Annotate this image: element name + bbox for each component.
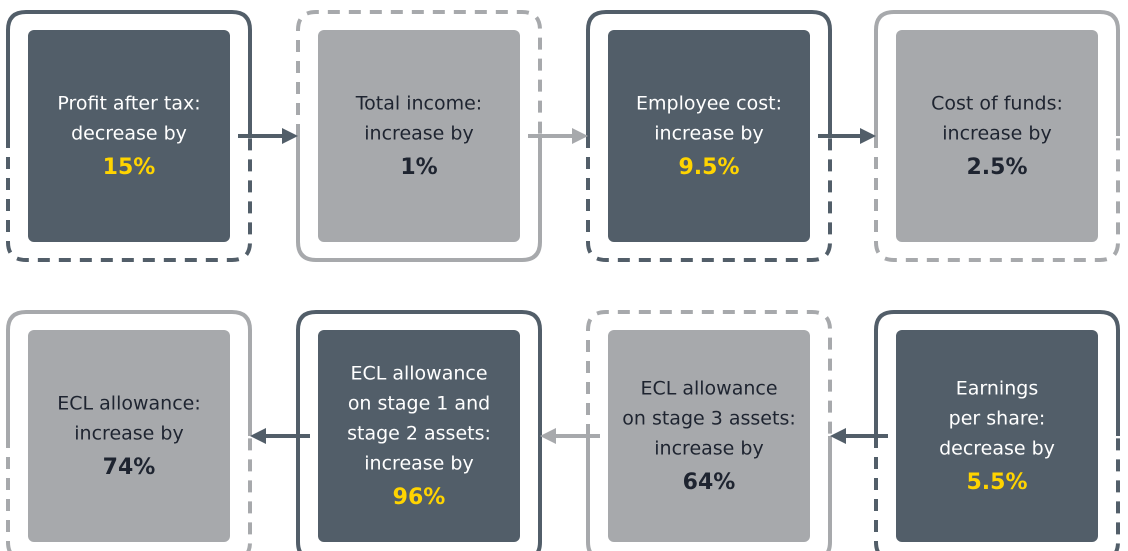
frame-top: [586, 10, 832, 136]
card: ECL allowance: increase by 74%: [6, 310, 252, 551]
frame-top: [874, 310, 1120, 436]
frame-top: [586, 310, 832, 436]
card-label: ECL allowance: [350, 363, 487, 385]
card-value: 1%: [400, 155, 437, 180]
frame-top: [6, 10, 252, 136]
card-label: per share:: [949, 408, 1046, 430]
card-value: 9.5%: [678, 155, 739, 180]
card-label: increase by: [654, 123, 763, 145]
card-label: stage 2 assets:: [347, 423, 491, 445]
frame-bottom: [296, 136, 542, 262]
card-box: [28, 330, 230, 542]
card-label: increase by: [364, 123, 473, 145]
frame-bottom: [296, 436, 542, 551]
card: Employee cost: increase by 9.5%: [586, 10, 832, 262]
card-label: Profit after tax:: [57, 93, 200, 115]
card-label: Earnings: [956, 378, 1038, 400]
card-box: [896, 330, 1098, 542]
card: ECL allowance on stage 1 and stage 2 asset…: [296, 310, 542, 551]
card-box: [896, 30, 1098, 242]
card-label: on stage 3 assets:: [622, 408, 796, 430]
frame-bottom: [6, 436, 252, 551]
card-box: [608, 30, 810, 242]
card-label: decrease by: [939, 438, 1055, 460]
card: ECL allowance on stage 3 assets: increase …: [586, 310, 832, 551]
card: Cost of funds: increase by 2.5%: [874, 10, 1120, 262]
frame-top: [6, 310, 252, 436]
card-label: on stage 1 and: [348, 393, 490, 415]
card-label: decrease by: [71, 123, 187, 145]
card-label: ECL allowance:: [57, 393, 200, 415]
card-box: [318, 30, 520, 242]
card-value: 64%: [683, 470, 736, 495]
card-label: increase by: [654, 438, 763, 460]
frame-top: [296, 10, 542, 136]
card-value: 5.5%: [966, 470, 1027, 495]
card-value: 15%: [103, 155, 156, 180]
card-value: 74%: [103, 455, 156, 480]
frame-top: [296, 310, 542, 436]
card-label: increase by: [74, 423, 183, 445]
card-label: increase by: [364, 453, 473, 475]
frame-bottom: [874, 436, 1120, 551]
frame-bottom: [874, 136, 1120, 262]
card-value: 2.5%: [966, 155, 1027, 180]
card-value: 96%: [393, 485, 446, 510]
frame-bottom: [6, 136, 252, 262]
frame-bottom: [586, 136, 832, 262]
frame-bottom: [586, 436, 832, 551]
card-label: Employee cost:: [636, 93, 782, 115]
card-box: [608, 330, 810, 542]
card-box: [28, 30, 230, 242]
card: Total income: increase by 1%: [296, 10, 542, 262]
card: Earnings per share: decrease by 5.5%: [874, 310, 1120, 551]
card-box: [318, 330, 520, 542]
frame-top: [874, 10, 1120, 136]
card-label: ECL allowance: [640, 378, 777, 400]
card: Profit after tax: decrease by 15%: [6, 10, 252, 262]
card-label: Total income:: [355, 93, 482, 115]
card-label: increase by: [942, 123, 1051, 145]
card-label: Cost of funds:: [931, 93, 1063, 115]
